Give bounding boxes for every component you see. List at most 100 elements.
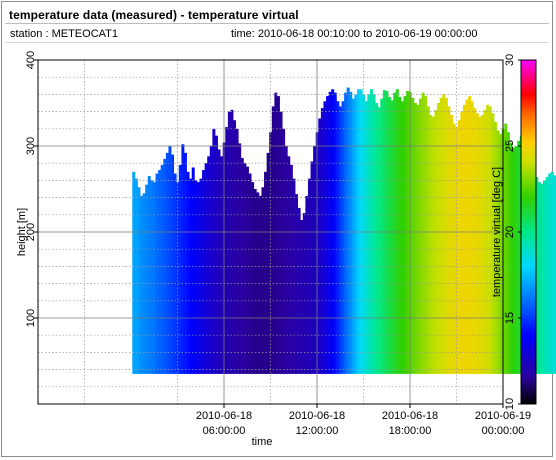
heatmap-column [248,173,252,374]
heatmap-column [543,180,547,374]
heatmap-column [421,92,425,374]
heatmap-column [377,107,381,374]
heatmap-column [238,143,242,374]
heatmap-column [359,89,363,374]
heatmap-column [168,146,172,374]
heatmap-column [295,194,299,374]
y-tick-label: 200 [25,223,37,241]
heatmap-column [134,178,138,374]
y-tick-label: 300 [25,137,37,155]
heatmap-column [517,140,521,374]
colorbar-tick-label: 25 [504,140,516,152]
heatmap-column [230,109,234,374]
heatmap-column [165,152,169,374]
heatmap-column [426,106,430,374]
heatmap-column [349,91,353,374]
heatmap-column [470,101,474,374]
heatmap-column [393,92,397,374]
heatmap-column [400,101,404,374]
heatmap-column [307,178,311,374]
heatmap-column [173,173,177,374]
heatmap-column [196,182,200,374]
heatmap-column [160,164,164,374]
heatmap-column [233,120,237,374]
heatmap-column [499,133,503,374]
colorbar-tick-label: 10 [504,398,516,410]
heatmap-column [209,146,213,374]
heatmap-column [155,173,159,374]
heatmap-column [354,94,358,374]
heatmap-column [150,180,154,374]
heatmap-column [504,123,508,374]
heatmap-column [364,101,368,374]
heatmap-column [227,111,231,374]
heatmap-column [506,132,510,374]
heatmap-column [403,96,407,374]
heatmap-column [437,103,441,374]
heatmap-column [416,104,420,374]
heatmap-column [338,106,342,374]
heatmap-column [214,135,218,374]
x-tick-label: 18:00:00 [389,425,432,437]
y-tick-label: 400 [25,51,37,69]
heatmap-column [367,94,371,374]
heatmap-column [152,182,156,374]
heatmap-column [486,104,490,374]
x-tick-label: 2010-06-18 [382,410,438,422]
heatmap-column [274,92,278,374]
heatmap-column [439,97,443,374]
heatmap-column [411,97,415,374]
chart-title: temperature data (measured) - temperatur… [9,8,299,22]
heatmap-column [434,109,438,374]
heatmap-column [372,94,376,374]
heatmap-column [429,115,433,374]
heatmap-column [419,98,423,374]
heatmap-cells [132,87,556,374]
heatmap-column [388,96,392,374]
header-divider [5,23,549,24]
heatmap-column [282,128,286,374]
heatmap-column [491,113,495,374]
gridlines [38,60,503,404]
heatmap-column [256,192,260,374]
heatmap-column [431,116,435,374]
heatmap-column [202,170,206,374]
heatmap-column [545,176,549,374]
heatmap-column [444,97,448,374]
x-tick-label: 2010-06-18 [196,410,252,422]
heatmap-column [320,108,324,374]
heatmap-column [447,106,451,374]
heatmap-column [323,101,327,374]
time-range-label: time: 2010-06-18 00:10:00 to 2010-06-19 … [231,28,478,40]
heatmap-column [341,101,345,374]
x-tick-label: 06:00:00 [203,425,246,437]
heatmap-column [178,164,182,374]
y-axis-label: height [m] [16,208,28,256]
heatmap-column [331,89,335,374]
heatmap-column [460,111,464,374]
heatmap-column [369,89,373,374]
x-tick-label: 2010-06-19 [475,410,531,422]
heatmap-column [336,101,340,374]
colorbar-label: temperature virtual [deg C] [491,167,503,297]
heatmap-column [496,130,500,374]
heatmap-column [450,115,454,374]
heatmap-column [189,178,193,374]
heatmap-column [191,167,195,374]
heatmap-column [481,115,485,374]
heatmap-column [395,89,399,374]
x-tick-label: 00:00:00 [482,425,525,437]
x-tick-label: 2010-06-18 [289,410,345,422]
heatmap-column [300,219,304,374]
heatmap-column [207,156,211,374]
heatmap-column [413,103,417,374]
heatmap-column [475,113,479,374]
heatmap-column [468,96,472,374]
colorbar-tick-label: 15 [504,312,516,324]
heatmap-column [493,121,497,374]
heatmap-column [305,195,309,374]
heatmap-column [289,164,293,374]
heatmap-column [243,163,247,374]
heatmap-column [535,176,539,374]
